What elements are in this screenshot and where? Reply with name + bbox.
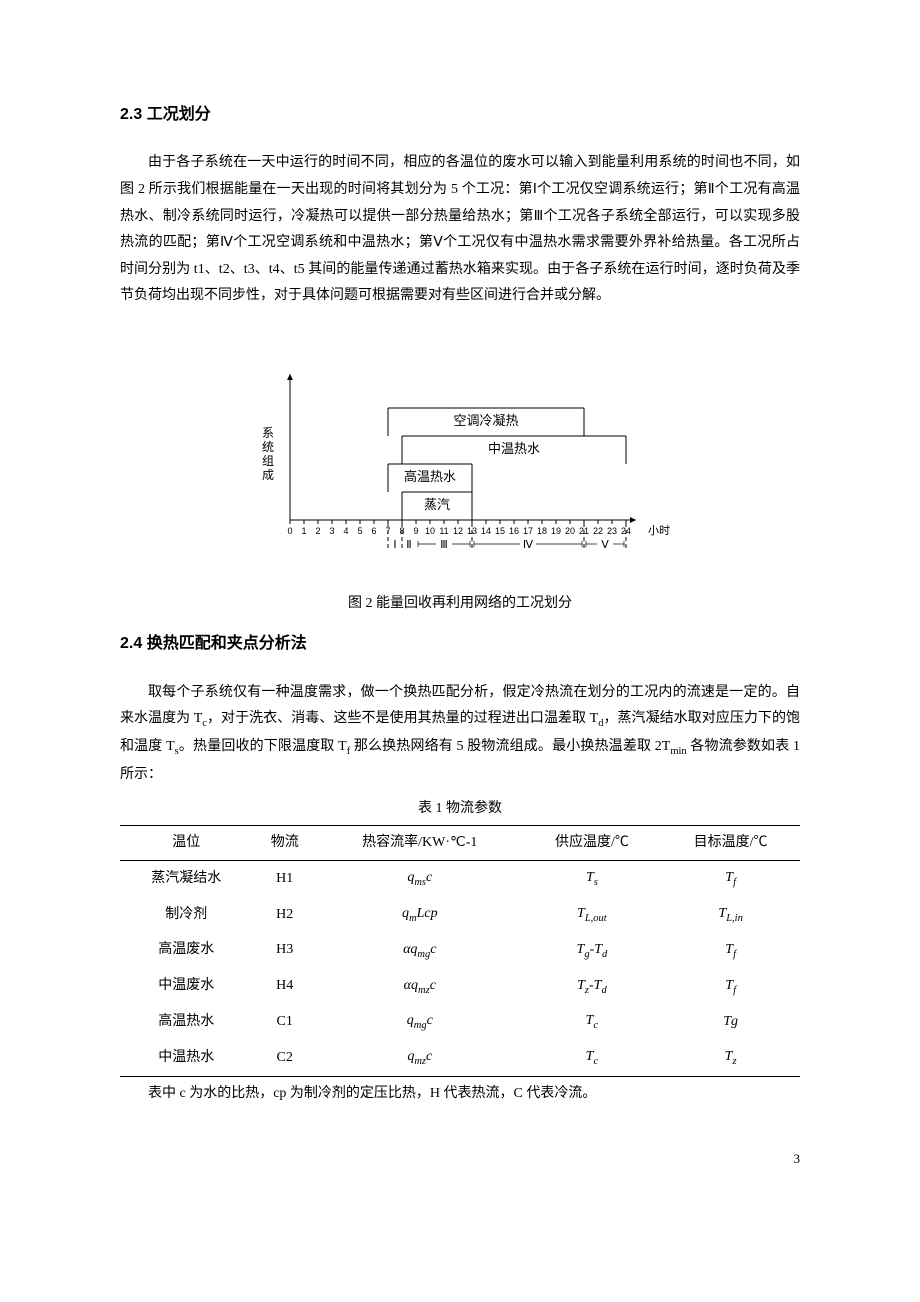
- svg-text:2: 2: [315, 526, 320, 536]
- svg-text:15: 15: [495, 526, 505, 536]
- svg-text:0: 0: [287, 526, 292, 536]
- table-row: 中温废水H4αqmzcTz-TdTf: [120, 969, 800, 1005]
- table-cell: H1: [252, 861, 317, 897]
- svg-text:系: 系: [262, 426, 274, 440]
- svg-text:蒸汽: 蒸汽: [424, 497, 450, 512]
- svg-text:10: 10: [425, 526, 435, 536]
- table-cell: Tc: [523, 1040, 662, 1076]
- table-cell: Tf: [661, 969, 800, 1005]
- svg-text:Ⅲ: Ⅲ: [440, 539, 448, 551]
- table-1-col-4: 目标温度/℃: [661, 825, 800, 861]
- table-cell: 高温废水: [120, 933, 252, 969]
- svg-text:1: 1: [301, 526, 306, 536]
- svg-text:Ⅴ: Ⅴ: [601, 539, 609, 551]
- figure-2: 系统组成空调冷凝热中温热水高温热水蒸汽012345678910111213141…: [120, 340, 800, 581]
- table-1: 温位物流热容流率/KW·℃-1供应温度/℃目标温度/℃ 蒸汽凝结水H1qmscT…: [120, 825, 800, 1077]
- table-cell: qmsc: [317, 861, 523, 897]
- table-1-col-3: 供应温度/℃: [523, 825, 662, 861]
- table-cell: 高温热水: [120, 1004, 252, 1040]
- svg-text:22: 22: [593, 526, 603, 536]
- svg-text:16: 16: [509, 526, 519, 536]
- svg-text:Ⅱ: Ⅱ: [406, 539, 411, 551]
- page-number: 3: [120, 1147, 800, 1172]
- table-cell: Tz: [661, 1040, 800, 1076]
- svg-text:小时: 小时: [648, 524, 670, 537]
- table-cell: Tf: [661, 933, 800, 969]
- svg-text:Ⅳ: Ⅳ: [523, 539, 534, 551]
- svg-text:20: 20: [565, 526, 575, 536]
- table-cell: 蒸汽凝结水: [120, 861, 252, 897]
- table-1-col-2: 热容流率/KW·℃-1: [317, 825, 523, 861]
- svg-text:成: 成: [262, 468, 274, 482]
- figure-2-svg: 系统组成空调冷凝热中温热水高温热水蒸汽012345678910111213141…: [240, 340, 680, 570]
- table-cell: Tz-Td: [523, 969, 662, 1005]
- svg-text:组: 组: [262, 454, 274, 468]
- table-cell: qmLcp: [317, 897, 523, 933]
- table-cell: Ts: [523, 861, 662, 897]
- table-1-caption: 表 1 物流参数: [120, 796, 800, 823]
- svg-text:23: 23: [607, 526, 617, 536]
- table-1-col-1: 物流: [252, 825, 317, 861]
- table-row: 高温热水C1qmgcTcTg: [120, 1004, 800, 1040]
- table-cell: TL,in: [661, 897, 800, 933]
- table-cell: C1: [252, 1004, 317, 1040]
- table-cell: Tg-Td: [523, 933, 662, 969]
- table-cell: qmzc: [317, 1040, 523, 1076]
- table-cell: αqmgc: [317, 933, 523, 969]
- svg-text:4: 4: [343, 526, 348, 536]
- table-cell: C2: [252, 1040, 317, 1076]
- table-1-col-0: 温位: [120, 825, 252, 861]
- table-cell: 制冷剂: [120, 897, 252, 933]
- svg-text:9: 9: [413, 526, 418, 536]
- svg-text:高温热水: 高温热水: [404, 469, 456, 484]
- svg-text:3: 3: [329, 526, 334, 536]
- svg-text:6: 6: [371, 526, 376, 536]
- table-cell: Tc: [523, 1004, 662, 1040]
- svg-text:统: 统: [262, 440, 274, 454]
- svg-text:空调冷凝热: 空调冷凝热: [453, 413, 518, 428]
- svg-text:Ⅰ: Ⅰ: [393, 539, 396, 551]
- svg-text:11: 11: [439, 526, 448, 536]
- table-row: 高温废水H3αqmgcTg-TdTf: [120, 933, 800, 969]
- table-row: 中温热水C2qmzcTcTz: [120, 1040, 800, 1076]
- table-row: 蒸汽凝结水H1qmscTsTf: [120, 861, 800, 897]
- svg-text:19: 19: [551, 526, 561, 536]
- section-2-4-heading: 2.4 换热匹配和夹点分析法: [120, 629, 800, 659]
- svg-text:12: 12: [453, 526, 463, 536]
- section-2-3-para: 由于各子系统在一天中运行的时间不同，相应的各温位的废水可以输入到能量利用系统的时…: [120, 150, 800, 310]
- section-2-3-heading: 2.3 工况划分: [120, 100, 800, 130]
- svg-text:18: 18: [537, 526, 547, 536]
- table-row: 制冷剂H2qmLcpTL,outTL,in: [120, 897, 800, 933]
- svg-text:5: 5: [357, 526, 362, 536]
- table-1-note: 表中 c 为水的比热，cp 为制冷剂的定压比热，H 代表热流，C 代表冷流。: [120, 1081, 800, 1108]
- table-cell: TL,out: [523, 897, 662, 933]
- table-cell: 中温热水: [120, 1040, 252, 1076]
- figure-2-caption: 图 2 能量回收再利用网络的工况划分: [120, 591, 800, 618]
- svg-text:14: 14: [481, 526, 491, 536]
- table-cell: H3: [252, 933, 317, 969]
- svg-text:中温热水: 中温热水: [488, 441, 540, 456]
- section-2-4-para: 取每个子系统仅有一种温度需求，做一个换热匹配分析，假定冷热流在划分的工况内的流速…: [120, 680, 800, 789]
- table-cell: Tg: [661, 1004, 800, 1040]
- table-cell: H2: [252, 897, 317, 933]
- table-cell: qmgc: [317, 1004, 523, 1040]
- table-cell: 中温废水: [120, 969, 252, 1005]
- table-cell: H4: [252, 969, 317, 1005]
- table-cell: αqmzc: [317, 969, 523, 1005]
- table-cell: Tf: [661, 861, 800, 897]
- svg-text:17: 17: [523, 526, 533, 536]
